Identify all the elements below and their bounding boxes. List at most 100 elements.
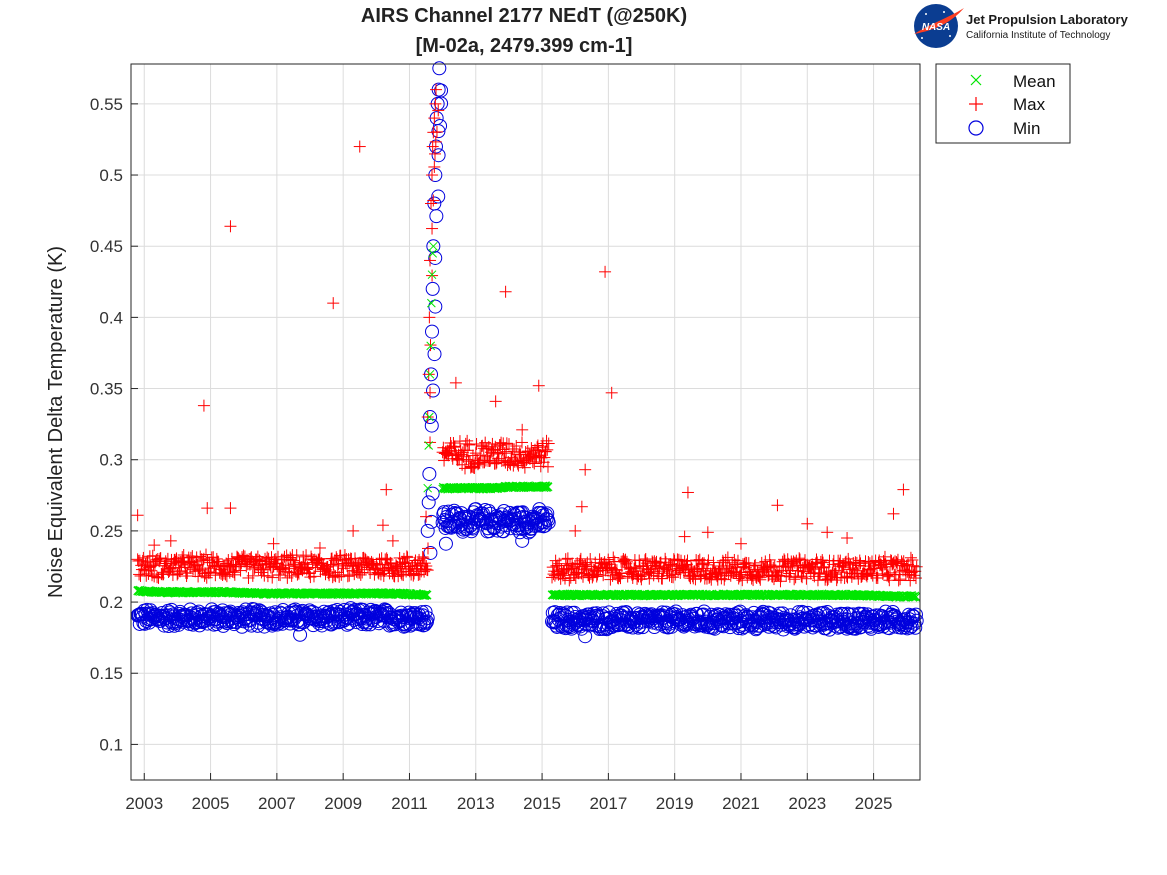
max-point [540, 434, 553, 447]
chart-title-line1: AIRS Channel 2177 NEdT (@250K) [361, 5, 687, 27]
y-tick-label: 0.35 [90, 380, 123, 399]
min-point [419, 615, 434, 630]
max-point [180, 570, 193, 583]
min-point [356, 615, 371, 630]
max-point [470, 438, 483, 451]
max-point [553, 557, 566, 570]
max-point [140, 569, 153, 582]
max-point [159, 555, 172, 568]
y-tick-label: 0.5 [99, 166, 123, 185]
max-point [228, 566, 241, 579]
max-point [419, 563, 432, 576]
max-point [491, 446, 504, 459]
jpl-logo-line1: Jet Propulsion Laboratory [966, 12, 1129, 27]
min-point [425, 324, 440, 339]
max-point [513, 446, 526, 459]
min-point [489, 508, 504, 523]
min-point [420, 523, 435, 538]
data-points [130, 61, 924, 644]
max-point [154, 552, 167, 565]
min-point [355, 617, 370, 632]
min-point [433, 118, 448, 133]
min-outlier [578, 629, 593, 644]
max-point [131, 553, 144, 566]
y-tick-label: 0.4 [99, 308, 123, 327]
max-point [539, 445, 552, 458]
legend: Mean Max Min [935, 63, 1071, 144]
min-point [431, 148, 446, 163]
min-outlier [293, 627, 308, 642]
y-tick-label: 0.45 [90, 237, 123, 256]
max-point [421, 564, 434, 577]
max-point [177, 549, 190, 562]
min-point [481, 503, 496, 518]
x-tick-label: 2003 [125, 794, 163, 813]
min-point [423, 545, 438, 560]
min-point [434, 83, 449, 98]
min-point [908, 607, 923, 622]
y-tick-label: 0.1 [99, 735, 123, 754]
y-tick-label: 0.2 [99, 593, 123, 612]
max-point [246, 569, 259, 582]
max-point [283, 566, 296, 579]
min-point [431, 124, 446, 139]
max-point [307, 570, 320, 583]
min-point [431, 189, 446, 204]
max-point [210, 552, 223, 565]
max-point [538, 451, 551, 464]
max-point [508, 445, 521, 458]
max-point [416, 550, 429, 563]
max-point [448, 441, 461, 454]
min-point [907, 616, 922, 631]
max-point [164, 562, 177, 575]
max-point [335, 568, 348, 581]
x-tick-label: 2017 [589, 794, 627, 813]
max-point [377, 569, 390, 582]
min-point [418, 604, 433, 619]
max-point [365, 555, 378, 568]
y-tick-label: 0.15 [90, 664, 123, 683]
min-point [746, 605, 761, 620]
min-point [629, 617, 644, 632]
min-point [540, 506, 555, 521]
nasa-meatball-icon: NASA [914, 4, 964, 48]
max-point [417, 552, 430, 565]
max-point [542, 437, 555, 450]
legend-label-min: Min [1013, 119, 1040, 138]
max-point [146, 569, 159, 582]
max-point [400, 550, 413, 563]
min-point [425, 281, 440, 296]
min-point [428, 299, 443, 314]
min-point [422, 466, 437, 481]
max-point [200, 548, 213, 561]
max-point [218, 567, 231, 580]
max-point [384, 557, 397, 570]
max-point [196, 563, 209, 576]
min-outlier [515, 533, 530, 548]
max-point [474, 449, 487, 462]
min-point [427, 347, 442, 362]
min-point [909, 613, 924, 628]
plot-area [131, 64, 920, 780]
x-tick-label: 2009 [324, 794, 362, 813]
max-point [557, 566, 570, 579]
max-point [321, 560, 334, 573]
max-point [528, 457, 541, 470]
max-point [490, 457, 503, 470]
max-point [384, 556, 397, 569]
max-point [477, 442, 490, 455]
min-point [421, 495, 436, 510]
max-point [516, 436, 529, 449]
max-point [284, 551, 297, 564]
max-point [501, 459, 514, 472]
nasa-badge-text: NASA [922, 22, 950, 33]
max-point [455, 448, 468, 461]
max-point [287, 559, 300, 572]
min-point [539, 511, 554, 526]
max-point [464, 455, 477, 468]
y-tick-label: 0.3 [99, 451, 123, 470]
y-tick-label: 0.55 [90, 95, 123, 114]
chart-title-line2: [M-02a, 2479.399 cm-1] [416, 35, 633, 57]
min-point [236, 614, 251, 629]
